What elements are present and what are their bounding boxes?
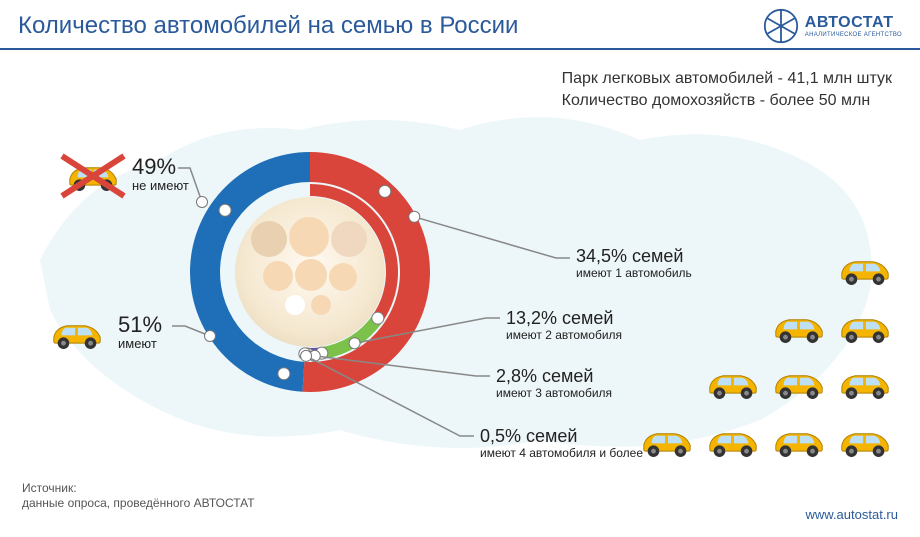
logo-icon [763,8,799,44]
car-icon [48,316,106,351]
has-car-label: 51%имеют [118,312,162,352]
no-car-label: 49%не имеют [132,154,189,194]
three-label: 2,8% семейимеют 3 автомобиля [496,366,612,400]
logo: АВТОСТАТ АНАЛИТИЧЕСКОЕ АГЕНТСТВО [763,8,902,44]
two-label: 13,2% семейимеют 2 автомобиля [506,308,622,342]
source-line2: данные опроса, проведённого АВТОСТАТ [22,496,255,512]
label-txt: имеют 4 автомобиля и более [480,447,643,461]
chart-marker [379,185,391,197]
car-icon [704,366,762,401]
label-pct: 51% [118,312,162,337]
car-icon [704,424,762,459]
site-url: www.autostat.ru [806,507,899,522]
header: Количество автомобилей на семью в России… [0,0,920,50]
content: Парк легковых автомобилей - 41,1 млн шту… [0,50,920,530]
logo-main-text: АВТОСТАТ [805,14,902,32]
car-icon [770,310,828,345]
one-label: 34,5% семейимеют 1 автомобиль [576,246,692,280]
car-icon [836,366,894,401]
label-txt: имеют 2 автомобиля [506,329,622,343]
headline-line1: Парк легковых автомобилей - 41,1 млн шту… [562,68,892,90]
headline: Парк легковых автомобилей - 41,1 млн шту… [562,68,892,113]
label-txt: имеют 1 автомобиль [576,267,692,281]
chart-marker [299,348,311,360]
page-title: Количество автомобилей на семью в России [18,12,518,40]
logo-sub-text: АНАЛИТИЧЕСКОЕ АГЕНТСТВО [805,32,902,38]
donut-chart [150,112,470,432]
label-pct: 34,5% семей [576,246,692,267]
label-pct: 2,8% семей [496,366,612,387]
car-icon [770,366,828,401]
car-icon [64,158,122,193]
label-txt: не имеют [132,179,189,194]
car-icon [836,424,894,459]
source-text: Источник: данные опроса, проведённого АВ… [22,481,255,512]
car-icon [836,252,894,287]
label-txt: имеют [118,337,162,352]
label-pct: 13,2% семей [506,308,622,329]
chart-marker [278,368,290,380]
car-icon [770,424,828,459]
car-icon [638,424,696,459]
four-label: 0,5% семейимеют 4 автомобиля и более [480,426,643,460]
source-line1: Источник: [22,481,255,497]
label-pct: 49% [132,154,189,179]
family-illustration [235,197,385,347]
chart-marker [316,347,328,359]
label-txt: имеют 3 автомобиля [496,387,612,401]
chart-marker [219,204,231,216]
label-pct: 0,5% семей [480,426,643,447]
headline-line2: Количество домохозяйств - более 50 млн [562,90,892,112]
car-icon [836,310,894,345]
